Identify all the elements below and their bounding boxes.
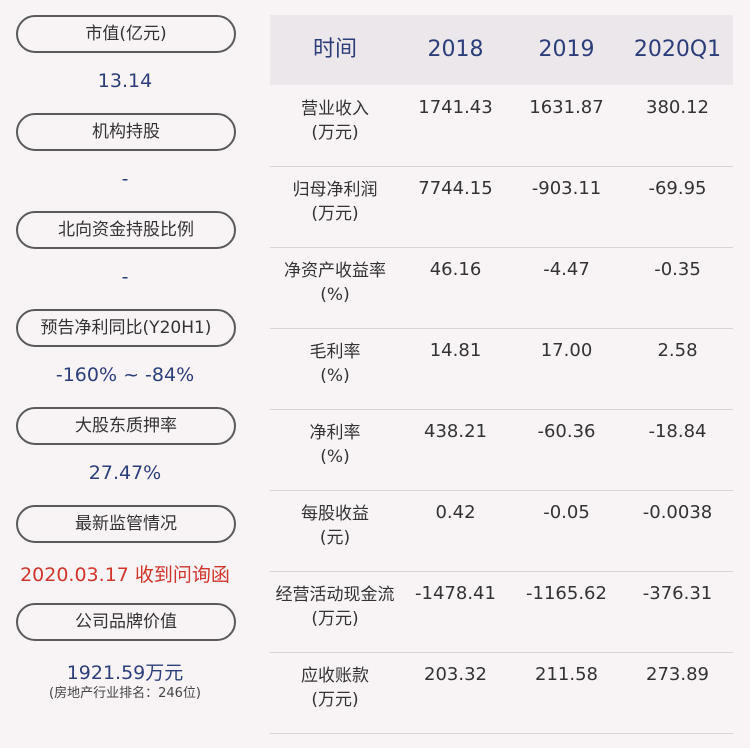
market-cap-value: 13.14 xyxy=(97,70,153,92)
institutional-holding-label: 机构持股 xyxy=(16,113,236,151)
header-2020q1: 2020Q1 xyxy=(633,37,722,62)
row-metric-name: 应收账款 xyxy=(301,666,369,686)
row-label: 每股收益 (元) xyxy=(270,502,400,550)
table-cell: 273.89 xyxy=(646,664,709,685)
row-metric-unit: (万元) xyxy=(311,204,359,224)
table-cell: 203.32 xyxy=(424,664,487,685)
pledge-rate-value: 27.47% xyxy=(88,462,162,484)
row-metric-name: 归母净利润 xyxy=(292,180,378,200)
row-metric-unit: (元) xyxy=(319,528,351,548)
table-cell: 380.12 xyxy=(646,97,709,118)
table-cell: -376.31 xyxy=(642,583,713,604)
table-cell: 1631.87 xyxy=(529,97,604,118)
brand-rank-note: (房地产行业排名：246位) xyxy=(49,686,201,701)
row-label: 毛利率 (%) xyxy=(270,340,400,388)
table-cell: 7744.15 xyxy=(418,178,493,199)
table-row: 应收账款 (万元) 203.32 211.58 273.89 xyxy=(270,652,733,734)
regulatory-status-label: 最新监管情况 xyxy=(16,505,236,543)
pledge-rate-label: 大股东质押率 xyxy=(16,407,236,445)
table-row: 净利率 (%) 438.21 -60.36 -18.84 xyxy=(270,409,733,491)
northbound-holding-value: - xyxy=(121,266,129,288)
brand-value-value: 1921.59万元 xyxy=(66,662,184,684)
table-row: 营业收入 (万元) 1741.43 1631.87 380.12 xyxy=(270,85,733,167)
table-cell: 438.21 xyxy=(424,421,487,442)
regulatory-status-value: 2020.03.17 收到问询函 xyxy=(20,564,230,586)
table-cell: 211.58 xyxy=(535,664,598,685)
header-2018: 2018 xyxy=(427,37,484,62)
header-2019: 2019 xyxy=(538,37,595,62)
row-label: 经营活动现金流 (万元) xyxy=(270,583,400,631)
table-cell: -18.84 xyxy=(648,421,707,442)
table-cell: -1165.62 xyxy=(526,583,607,604)
row-label: 应收账款 (万元) xyxy=(270,664,400,712)
row-metric-unit: (万元) xyxy=(311,609,359,629)
brand-value-label: 公司品牌价值 xyxy=(16,603,236,641)
table-row: 毛利率 (%) 14.81 17.00 2.58 xyxy=(270,328,733,410)
market-cap-label: 市值(亿元) xyxy=(16,15,236,53)
table-cell: -0.0038 xyxy=(642,502,713,523)
table-cell: -4.47 xyxy=(543,259,590,280)
profit-forecast-label: 预告净利同比(Y20H1) xyxy=(16,309,236,347)
row-metric-unit: (%) xyxy=(320,285,350,305)
profit-forecast-value: -160% ~ -84% xyxy=(55,364,195,386)
table-cell: 2.58 xyxy=(657,340,698,361)
row-metric-name: 净资产收益率 xyxy=(284,261,386,281)
row-label: 净利率 (%) xyxy=(270,421,400,469)
table-cell: 0.42 xyxy=(435,502,476,523)
northbound-holding-label: 北向资金持股比例 xyxy=(16,211,236,249)
header-time: 时间 xyxy=(312,37,357,62)
table-cell: -0.05 xyxy=(543,502,590,523)
row-label: 营业收入 (万元) xyxy=(270,97,400,145)
table-row: 经营活动现金流 (万元) -1478.41 -1165.62 -376.31 xyxy=(270,571,733,653)
row-metric-name: 经营活动现金流 xyxy=(275,585,395,605)
table-cell: 46.16 xyxy=(429,259,482,280)
institutional-holding-value: - xyxy=(121,168,129,190)
table-cell: -903.11 xyxy=(531,178,602,199)
row-metric-unit: (万元) xyxy=(311,690,359,710)
row-label: 净资产收益率 (%) xyxy=(270,259,400,307)
row-metric-unit: (%) xyxy=(320,447,350,467)
table-cell: -60.36 xyxy=(537,421,596,442)
table-row: 每股收益 (元) 0.42 -0.05 -0.0038 xyxy=(270,490,733,572)
row-metric-name: 营业收入 xyxy=(301,99,369,119)
row-metric-name: 净利率 xyxy=(309,423,361,443)
table-row: 净资产收益率 (%) 46.16 -4.47 -0.35 xyxy=(270,247,733,329)
table-header: 时间 2018 2019 2020Q1 xyxy=(270,15,733,85)
table-cell: 14.81 xyxy=(429,340,482,361)
table-cell: -0.35 xyxy=(654,259,701,280)
row-metric-unit: (万元) xyxy=(311,123,359,143)
row-metric-name: 每股收益 xyxy=(301,504,369,524)
row-metric-unit: (%) xyxy=(320,366,350,386)
table-cell: -69.95 xyxy=(648,178,707,199)
table-cell: -1478.41 xyxy=(415,583,496,604)
table-cell: 1741.43 xyxy=(418,97,493,118)
row-metric-name: 毛利率 xyxy=(309,342,361,362)
table-row: 归母净利润 (万元) 7744.15 -903.11 -69.95 xyxy=(270,166,733,248)
table-cell: 17.00 xyxy=(540,340,593,361)
row-label: 归母净利润 (万元) xyxy=(270,178,400,226)
